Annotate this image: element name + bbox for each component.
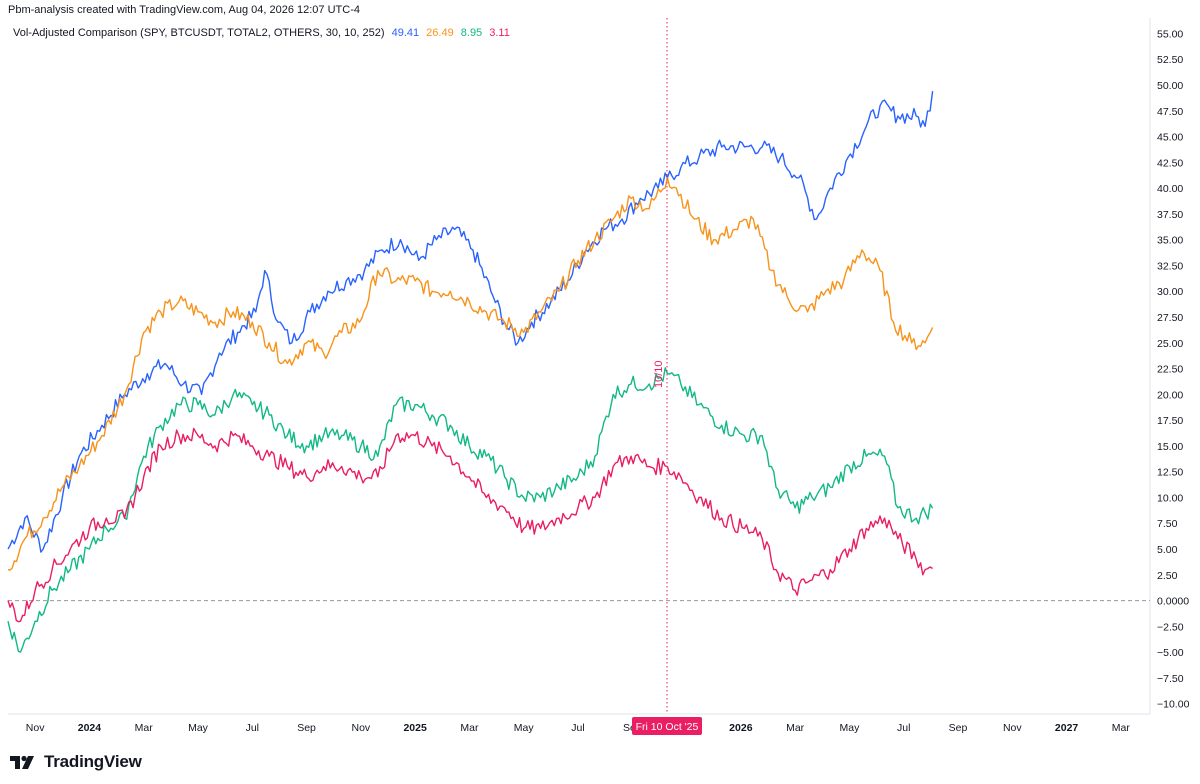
indicator-legend[interactable]: Vol-Adjusted Comparison (SPY, BTCUSDT, T… <box>13 27 510 39</box>
x-tick-label: Mar <box>460 722 479 734</box>
x-tick-label: 2027 <box>1055 722 1079 734</box>
y-tick-label: 17.50 <box>1157 415 1183 427</box>
x-tick-label: Nov <box>26 722 45 734</box>
crosshair-date-badge <box>632 717 702 735</box>
y-tick-label: 37.50 <box>1157 209 1183 221</box>
footer-brand-text: TradingView <box>44 752 142 771</box>
crosshair-date-label: Fri 10 Oct '25 <box>636 721 699 733</box>
y-tick-label: 7.50 <box>1157 518 1178 530</box>
y-tick-label: 15.00 <box>1157 441 1183 453</box>
y-tick-label: 10.00 <box>1157 492 1183 504</box>
x-tick-label: May <box>514 722 535 734</box>
x-tick-label: Mar <box>786 722 805 734</box>
y-tick-label: 25.00 <box>1157 338 1183 350</box>
legend-value-btcusdt: 26.49 <box>426 27 454 39</box>
y-tick-label: −7.50 <box>1157 673 1184 685</box>
y-tick-label: 32.50 <box>1157 260 1183 272</box>
x-tick-label: Jul <box>897 722 910 734</box>
y-tick-label: 30.00 <box>1157 286 1183 298</box>
legend-value-others: 3.11 <box>489 27 510 39</box>
y-tick-label: −10.00 <box>1157 699 1190 711</box>
x-tick-label: Sep <box>949 722 968 734</box>
y-tick-label: −5.00 <box>1157 647 1184 659</box>
x-tick-label: Nov <box>1003 722 1022 734</box>
x-tick-label: May <box>188 722 209 734</box>
y-tick-label: 2.50 <box>1157 570 1178 582</box>
y-tick-label: 50.00 <box>1157 80 1183 92</box>
y-tick-label: 47.50 <box>1157 106 1183 118</box>
y-tick-label: 22.50 <box>1157 364 1183 376</box>
y-tick-label: 0.0000 <box>1157 596 1189 608</box>
y-tick-label: 40.00 <box>1157 183 1183 195</box>
y-tick-label: 52.50 <box>1157 54 1183 66</box>
series-line-3 <box>7 427 933 623</box>
y-tick-label: 35.00 <box>1157 235 1183 247</box>
chart-header-text: Pbm-analysis created with TradingView.co… <box>8 4 360 16</box>
x-tick-label: 2026 <box>729 722 753 734</box>
y-tick-label: 42.50 <box>1157 157 1183 169</box>
series-line-2 <box>7 367 934 653</box>
footer-brand: TradingView <box>10 750 142 774</box>
y-tick-label: 12.50 <box>1157 467 1183 479</box>
x-tick-label: 2024 <box>78 722 102 734</box>
series-line-1 <box>7 177 934 571</box>
crosshair-annotation: 10/10 <box>653 360 665 388</box>
x-tick-label: Nov <box>352 722 371 734</box>
x-tick-label: Mar <box>135 722 154 734</box>
y-tick-label: 20.00 <box>1157 389 1183 401</box>
y-tick-label: 27.50 <box>1157 312 1183 324</box>
y-tick-label: 5.00 <box>1157 544 1178 556</box>
y-tick-label: 45.00 <box>1157 132 1183 144</box>
legend-value-total2: 8.95 <box>460 27 483 39</box>
y-tick-label: −2.50 <box>1157 621 1184 633</box>
x-tick-label: May <box>840 722 861 734</box>
series-line-0 <box>7 91 934 553</box>
indicator-label: Vol-Adjusted Comparison (SPY, BTCUSDT, T… <box>13 27 385 39</box>
legend-value-spy: 49.41 <box>391 27 420 39</box>
x-tick-label: 2025 <box>403 722 427 734</box>
tradingview-logo-icon <box>10 755 34 769</box>
x-tick-label: Jul <box>571 722 584 734</box>
x-tick-label: Sep <box>297 722 316 734</box>
x-tick-label: Jul <box>246 722 259 734</box>
x-tick-label: Mar <box>1112 722 1131 734</box>
y-tick-label: 55.00 <box>1157 28 1183 40</box>
